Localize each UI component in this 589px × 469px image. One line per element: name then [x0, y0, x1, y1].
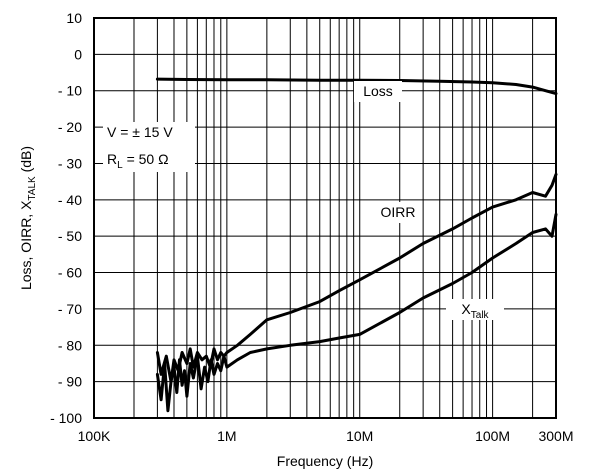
x-tick-label: 10M: [346, 428, 373, 444]
y-tick-label: 10: [66, 10, 82, 26]
series-line-loss: [155, 77, 558, 96]
y-tick-label: - 60: [58, 265, 82, 281]
condition-annotation-background: [103, 122, 195, 172]
condition-annotation-voltage: V = ± 15 V: [107, 124, 173, 140]
series-label-background: [446, 299, 504, 320]
y-tick-label: - 20: [58, 119, 82, 135]
y-tick-label: - 90: [58, 374, 82, 390]
series-line-xtalk: [155, 212, 558, 413]
y-tick-label: - 100: [50, 410, 82, 426]
x-tick-label: 100M: [475, 428, 510, 444]
condition-annotation-load: RL = 50 Ω: [107, 151, 169, 171]
x-tick-label: 1M: [217, 428, 236, 444]
series-label-text: XTalk: [461, 301, 489, 321]
y-tick-label: - 30: [58, 155, 82, 171]
y-tick-label: - 40: [58, 192, 82, 208]
grid-layer: [94, 18, 556, 418]
y-axis-label: Loss, OIRR, XTALK (dB): [18, 146, 38, 290]
series-label-xtalk: XTalk: [446, 299, 504, 321]
tick-layer: 10 0 - 10 - 20 - 30 - 40 - 50 - 60 - 70 - 80 - 90 -…: [50, 10, 573, 444]
series-label-background: [374, 202, 422, 223]
y-tick-label: - 70: [58, 301, 82, 317]
x-tick-label: 300M: [538, 428, 573, 444]
series-label-oirr: OIRR: [374, 202, 422, 223]
series-label-loss: Loss: [354, 81, 402, 102]
y-tick-label: 0: [74, 46, 82, 62]
x-axis-label: Frequency (Hz): [277, 453, 373, 469]
series-label-text: Loss: [363, 83, 393, 99]
y-tick-label: - 10: [58, 83, 82, 99]
series-layer: [155, 77, 558, 413]
label-layer: Loss OIRR XTalk: [103, 81, 504, 321]
x-tick-label: 100K: [78, 428, 111, 444]
series-label-background: [354, 81, 402, 102]
series-label-text: OIRR: [381, 204, 416, 220]
series-line-oirr: [155, 172, 558, 384]
y-tick-label: - 50: [58, 228, 82, 244]
y-tick-label: - 80: [58, 337, 82, 353]
